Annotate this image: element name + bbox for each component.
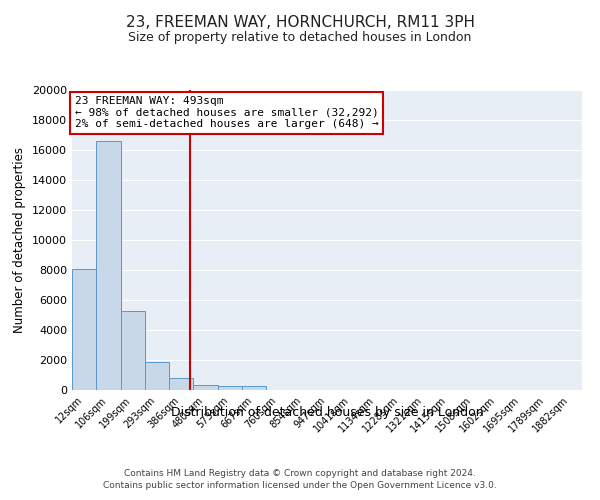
Bar [145,362,169,390]
Text: 23 FREEMAN WAY: 493sqm
← 98% of detached houses are smaller (32,292)
2% of semi-: 23 FREEMAN WAY: 493sqm ← 98% of detached… [74,96,379,129]
Bar [121,310,145,390]
Bar [96,141,121,390]
Bar [72,268,96,390]
Text: Contains public sector information licensed under the Open Government Licence v3: Contains public sector information licen… [103,480,497,490]
Text: Contains HM Land Registry data © Crown copyright and database right 2024.: Contains HM Land Registry data © Crown c… [124,469,476,478]
Text: Distribution of detached houses by size in London: Distribution of detached houses by size … [170,406,484,419]
Bar [242,386,266,390]
Bar [218,386,242,390]
Bar [169,378,193,390]
Bar [193,385,218,390]
Text: Size of property relative to detached houses in London: Size of property relative to detached ho… [128,31,472,44]
Y-axis label: Number of detached properties: Number of detached properties [13,147,26,333]
Text: 23, FREEMAN WAY, HORNCHURCH, RM11 3PH: 23, FREEMAN WAY, HORNCHURCH, RM11 3PH [125,15,475,30]
